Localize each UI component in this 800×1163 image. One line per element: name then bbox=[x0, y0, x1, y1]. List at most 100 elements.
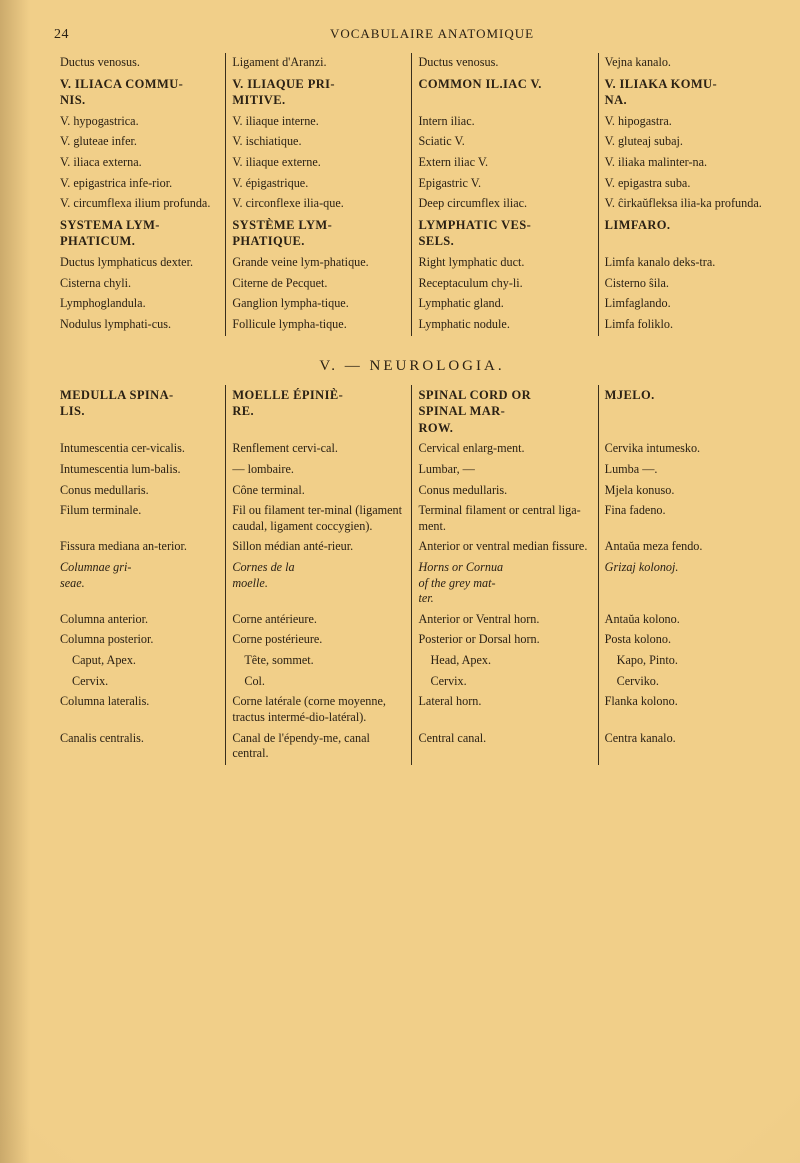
lower-row: Intumescentia lum-balis.— lombaire.Lumba… bbox=[54, 460, 770, 481]
lower-cell-col1: Filum terminale. bbox=[54, 501, 226, 537]
upper-cell-col2: SYSTÈME LYM-PHATIQUE. bbox=[226, 215, 412, 253]
upper-cell-col4: V. gluteaj subaj. bbox=[598, 132, 770, 153]
lower-cell-col1: Intumescentia lum-balis. bbox=[54, 460, 226, 481]
lower-cell-col1: Fissura mediana an-terior. bbox=[54, 537, 226, 558]
upper-row: SYSTEMA LYM-PHATICUM.SYSTÈME LYM-PHATIQU… bbox=[54, 215, 770, 253]
upper-cell-col1: V. hypogastrica. bbox=[54, 112, 226, 133]
lower-cell-col4: MJELO. bbox=[598, 385, 770, 440]
lower-cell-col4: Lumba —. bbox=[598, 460, 770, 481]
lower-cell-col4: Antaŭa meza fendo. bbox=[598, 537, 770, 558]
upper-cell-col3: COMMON IL.IAC V. bbox=[412, 74, 598, 112]
upper-cell-col4: V. hipogastra. bbox=[598, 112, 770, 133]
lower-cell-col3: Anterior or ventral median fissure. bbox=[412, 537, 598, 558]
upper-row: V. hypogastrica.V. iliaque interne.Inter… bbox=[54, 112, 770, 133]
lower-cell-col2: Tête, sommet. bbox=[226, 651, 412, 672]
upper-cell-col4: Cisterno ŝila. bbox=[598, 274, 770, 295]
lower-cell-col4: Kapo, Pinto. bbox=[598, 651, 770, 672]
lexicon-table-lower: MEDULLA SPINA-LIS.MOELLE ÉPINIÈ-RE.SPINA… bbox=[54, 385, 770, 765]
lower-cell-col3: Head, Apex. bbox=[412, 651, 598, 672]
upper-cell-col4: Vejna kanalo. bbox=[598, 53, 770, 74]
lower-cell-col2: Canal de l'épendy-me, canal central. bbox=[226, 729, 412, 765]
upper-cell-col4: Limfaglando. bbox=[598, 294, 770, 315]
lower-row: Caput, Apex.Tête, sommet.Head, Apex.Kapo… bbox=[54, 651, 770, 672]
upper-cell-col2: Ganglion lympha-tique. bbox=[226, 294, 412, 315]
upper-row: V. circumflexa ilium profunda.V. circonf… bbox=[54, 194, 770, 215]
lower-cell-col1: Intumescentia cer-vicalis. bbox=[54, 439, 226, 460]
upper-cell-col3: Sciatic V. bbox=[412, 132, 598, 153]
upper-cell-col3: Epigastric V. bbox=[412, 174, 598, 195]
lower-cell-col4: Mjela konuso. bbox=[598, 481, 770, 502]
upper-row: V. iliaca externa.V. iliaque externe.Ext… bbox=[54, 153, 770, 174]
lower-cell-col2: Corne latérale (corne moyenne, tractus i… bbox=[226, 692, 412, 728]
upper-cell-col4: LIMFARO. bbox=[598, 215, 770, 253]
lower-row: Fissura mediana an-terior.Sillon médian … bbox=[54, 537, 770, 558]
lower-cell-col3: Horns or Cornuaof the grey mat-ter. bbox=[412, 558, 598, 610]
upper-cell-col1: Cisterna chyli. bbox=[54, 274, 226, 295]
upper-cell-col1: Nodulus lymphati-cus. bbox=[54, 315, 226, 336]
lower-cell-col3: Central canal. bbox=[412, 729, 598, 765]
upper-cell-col3: Intern iliac. bbox=[412, 112, 598, 133]
lower-cell-col2: Cornes de lamoelle. bbox=[226, 558, 412, 610]
lower-cell-col4: Grizaj kolonoj. bbox=[598, 558, 770, 610]
upper-cell-col3: Receptaculum chy-li. bbox=[412, 274, 598, 295]
lower-cell-col3: Terminal filament or central liga-ment. bbox=[412, 501, 598, 537]
upper-cell-col2: Follicule lympha-tique. bbox=[226, 315, 412, 336]
upper-cell-col3: Extern iliac V. bbox=[412, 153, 598, 174]
lower-cell-col2: Renflement cervi-cal. bbox=[226, 439, 412, 460]
lower-cell-col2: Col. bbox=[226, 672, 412, 693]
lexicon-table-upper: Ductus venosus.Ligament d'Aranzi. Ductus … bbox=[54, 53, 770, 336]
upper-cell-col4: V. ILIAKA KOMU-NA. bbox=[598, 74, 770, 112]
upper-cell-col2: V. iliaque interne. bbox=[226, 112, 412, 133]
upper-cell-col2: Citerne de Pecquet. bbox=[226, 274, 412, 295]
upper-cell-col3: Right lymphatic duct. bbox=[412, 253, 598, 274]
upper-cell-col2: V. ILIAQUE PRI-MITIVE. bbox=[226, 74, 412, 112]
upper-row: Nodulus lymphati-cus.Follicule lympha-ti… bbox=[54, 315, 770, 336]
upper-row: Ductus lymphaticus dexter.Grande veine l… bbox=[54, 253, 770, 274]
lower-cell-col1: Columna anterior. bbox=[54, 610, 226, 631]
upper-cell-col1: Ductus venosus. bbox=[54, 53, 226, 74]
lower-cell-col3: Lumbar, — bbox=[412, 460, 598, 481]
page-number: 24 bbox=[54, 27, 94, 43]
upper-cell-col2: Ligament d'Aranzi. bbox=[226, 53, 412, 74]
lower-cell-col4: Fina fadeno. bbox=[598, 501, 770, 537]
lower-cell-col4: Posta kolono. bbox=[598, 630, 770, 651]
upper-cell-col3: LYMPHATIC VES-SELS. bbox=[412, 215, 598, 253]
upper-row: Cisterna chyli.Citerne de Pecquet.Recept… bbox=[54, 274, 770, 295]
lower-row: Columna posterior.Corne postérieure.Post… bbox=[54, 630, 770, 651]
upper-cell-col2: V. épigastrique. bbox=[226, 174, 412, 195]
lower-row: Columna anterior.Corne antérieure.Anteri… bbox=[54, 610, 770, 631]
upper-cell-col1: V. circumflexa ilium profunda. bbox=[54, 194, 226, 215]
lower-row: Cervix.Col.Cervix.Cerviko. bbox=[54, 672, 770, 693]
lower-cell-col1: Cervix. bbox=[54, 672, 226, 693]
lower-row: Filum terminale.Fil ou filament ter-mina… bbox=[54, 501, 770, 537]
upper-cell-col2: V. iliaque externe. bbox=[226, 153, 412, 174]
running-title: VOCABULAIRE ANATOMIQUE bbox=[94, 26, 770, 42]
lower-cell-col2: Corne antérieure. bbox=[226, 610, 412, 631]
lower-cell-col2: Cône terminal. bbox=[226, 481, 412, 502]
running-head: 24 VOCABULAIRE ANATOMIQUE bbox=[54, 26, 770, 43]
lower-cell-col2: — lombaire. bbox=[226, 460, 412, 481]
lower-cell-col3: Posterior or Dorsal horn. bbox=[412, 630, 598, 651]
lower-cell-col3: Anterior or Ventral horn. bbox=[412, 610, 598, 631]
lower-cell-col2: MOELLE ÉPINIÈ-RE. bbox=[226, 385, 412, 440]
upper-cell-col4: V. iliaka malinter-na. bbox=[598, 153, 770, 174]
lower-cell-col1: MEDULLA SPINA-LIS. bbox=[54, 385, 226, 440]
lower-row: Columnae gri-seae.Cornes de lamoelle.Hor… bbox=[54, 558, 770, 610]
upper-cell-col1: V. epigastrica infe-rior. bbox=[54, 174, 226, 195]
lower-cell-col4: Cervika intumesko. bbox=[598, 439, 770, 460]
lower-cell-col2: Corne postérieure. bbox=[226, 630, 412, 651]
upper-cell-col3: Deep circumflex iliac. bbox=[412, 194, 598, 215]
lower-cell-col1: Conus medullaris. bbox=[54, 481, 226, 502]
lower-cell-col4: Cerviko. bbox=[598, 672, 770, 693]
upper-cell-col1: V. ILIACA COMMU-NIS. bbox=[54, 74, 226, 112]
lower-cell-col2: Sillon médian anté-rieur. bbox=[226, 537, 412, 558]
lower-cell-col3: Conus medullaris. bbox=[412, 481, 598, 502]
lower-row: Canalis centralis.Canal de l'épendy-me, … bbox=[54, 729, 770, 765]
lower-cell-col4: Antaŭa kolono. bbox=[598, 610, 770, 631]
upper-cell-col2: Grande veine lym-phatique. bbox=[226, 253, 412, 274]
upper-cell-col1: V. gluteae infer. bbox=[54, 132, 226, 153]
upper-cell-col3: Lymphatic gland. bbox=[412, 294, 598, 315]
scanned-page: 24 VOCABULAIRE ANATOMIQUE Ductus venosus… bbox=[22, 0, 792, 1163]
lower-cell-col1: Columna lateralis. bbox=[54, 692, 226, 728]
upper-row: V. gluteae infer.V. ischiatique.Sciatic … bbox=[54, 132, 770, 153]
